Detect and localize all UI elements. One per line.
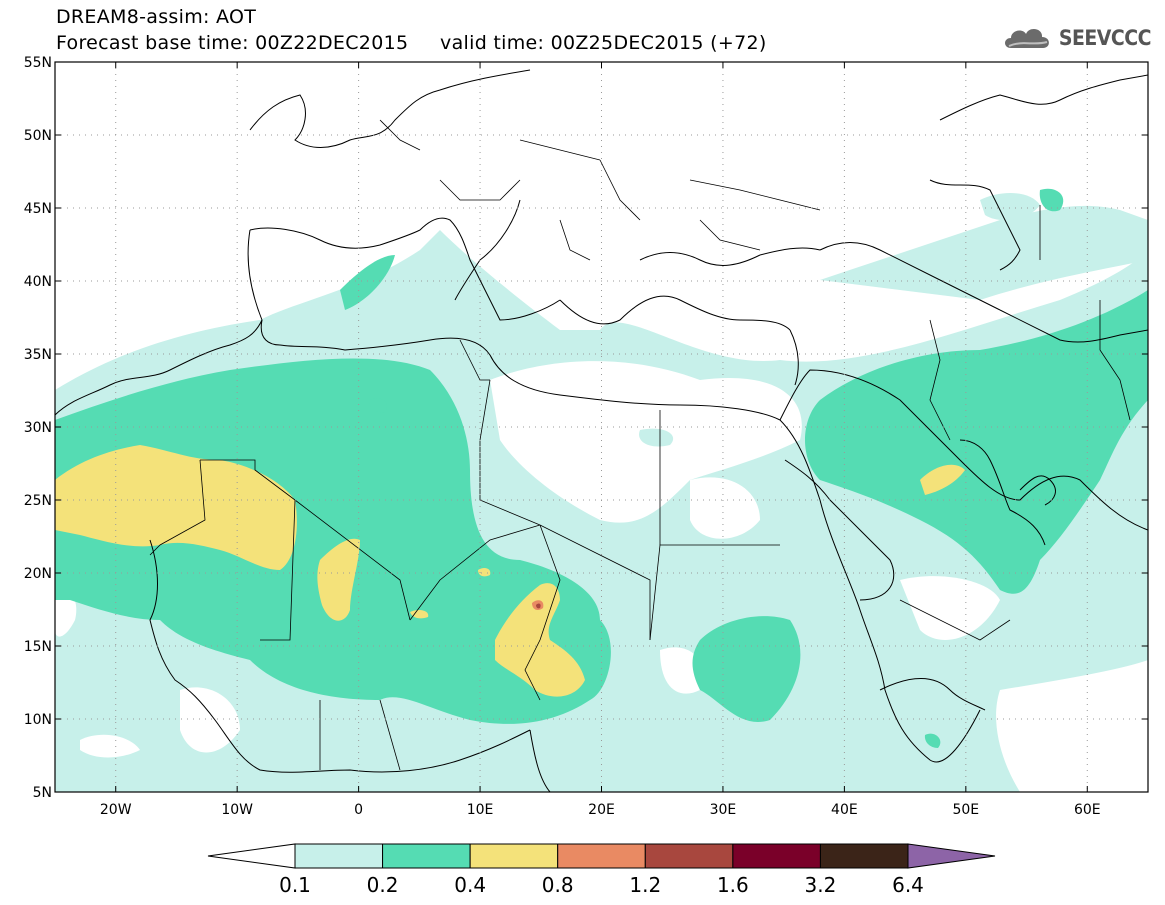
map-subtitle: Forecast base time: 00Z22DEC2015 valid t… [56, 32, 767, 54]
colorbar-label: 1.6 [717, 873, 749, 897]
seevccc-logo: SEEVCCC [1001, 22, 1152, 54]
lat-tick-label: 50N [24, 128, 52, 144]
lon-tick-label: 60E [1074, 802, 1101, 818]
map-axes: 5N 10N 15N 20N 25N 30N 35N 40N 45N 50N 55N 20W 10W 0 1… [24, 55, 1148, 818]
lat-tick-label: 20N [24, 566, 52, 582]
colorbar-label: 0.2 [367, 873, 399, 897]
lon-tick-label: 0 [354, 802, 363, 818]
lon-tick-label: 20W [100, 802, 132, 818]
lat-tick-label: 10N [24, 712, 52, 728]
colorbar-label: 3.2 [805, 873, 837, 897]
colorbar-high-arrow [907, 843, 996, 869]
lat-tick-label: 45N [24, 201, 52, 217]
colorbar-label: 0.4 [454, 873, 486, 897]
graticule [55, 62, 1148, 792]
lon-tick-label: 10W [221, 802, 253, 818]
cloud-icon [1004, 28, 1049, 48]
map-plot-area [55, 62, 1148, 792]
lat-tick-label: 15N [24, 639, 52, 655]
lat-tick-label: 25N [24, 493, 52, 509]
colorbar-swatch [382, 843, 471, 869]
lat-tick-label: 30N [24, 420, 52, 436]
map-title: DREAM8-assim: AOT [56, 6, 257, 28]
colorbar-swatch [819, 843, 909, 869]
lon-tick-label: 50E [952, 802, 979, 818]
lat-tick-label: 55N [24, 55, 52, 71]
lon-tick-label: 40E [831, 802, 858, 818]
colorbar-swatch [732, 843, 821, 869]
aot-band-0-2 [55, 188, 1148, 748]
lat-tick-label: 5N [33, 785, 52, 801]
logo-text: SEEVCCC [1058, 26, 1152, 50]
colorbar-label: 0.8 [542, 873, 574, 897]
colorbar-label: 0.1 [279, 873, 311, 897]
lon-tick-label: 10E [467, 802, 494, 818]
lon-tick-label: 30E [710, 802, 737, 818]
lon-tick-label: 20E [588, 802, 615, 818]
coastlines [55, 69, 1148, 792]
colorbar-swatch [294, 843, 384, 869]
colorbar-label: 6.4 [892, 873, 924, 897]
colorbar-swatch [469, 843, 559, 869]
colorbar: 0.1 0.2 0.4 0.8 1.2 1.6 3.2 6.4 [207, 843, 996, 897]
colorbar-swatch [557, 843, 646, 869]
lat-tick-label: 40N [24, 274, 52, 290]
lat-tick-label: 35N [24, 347, 52, 363]
colorbar-low-arrow [207, 843, 296, 869]
colorbar-label: 1.2 [629, 873, 661, 897]
colorbar-swatch [644, 843, 734, 869]
aot-band-1-2 [536, 603, 541, 609]
